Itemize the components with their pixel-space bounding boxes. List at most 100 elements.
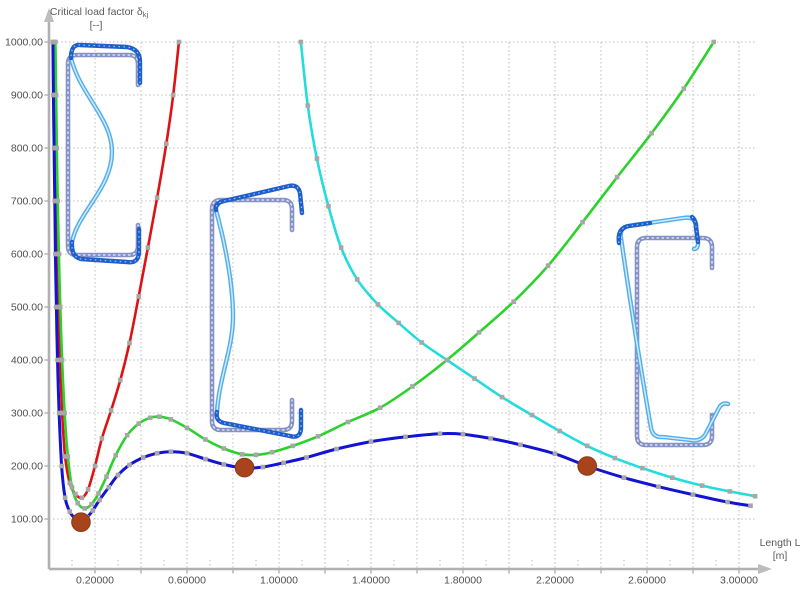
calculation-point-marker [79,495,85,501]
calculation-point-marker [164,141,169,147]
calculation-point-marker [157,414,162,420]
governing-minimum-dot[interactable] [577,456,598,476]
calculation-point-marker [115,472,121,478]
calculation-point-marker [621,475,627,480]
calculation-point-marker [699,483,705,488]
calculation-point-marker [419,340,424,345]
y-tick-label: 1000.00 [5,37,43,49]
calculation-point-marker [73,491,78,497]
calculation-point-marker [168,449,174,454]
calculation-point-marker [51,145,57,151]
calculation-point-marker [368,439,374,444]
calculation-point-marker [97,497,102,503]
calculation-point-marker [184,450,190,456]
x-tick-label: 3.00000 [720,575,758,587]
governing-minimum-dot[interactable] [71,512,91,532]
calculation-point-marker [67,480,72,486]
calculation-point-marker [499,394,505,400]
calculation-point-marker [748,503,753,509]
x-tick-label: 1.40000 [352,575,390,587]
calculation-point-marker [334,446,339,452]
calculation-point-marker [136,294,141,299]
calculation-point-marker [290,443,296,449]
y-tick-label: 200.00 [11,461,43,473]
y-tick-label: 500.00 [11,302,43,314]
calculation-point-marker [269,449,275,455]
y-tick-label: 900.00 [11,90,43,102]
x-axis-arrow-icon [758,564,772,574]
calculation-point-marker [52,198,58,204]
calculation-point-marker [727,489,733,494]
calculation-point-marker [168,417,174,422]
calculation-point-marker [221,446,227,451]
calculation-point-marker [67,509,72,514]
calculation-point-marker [89,501,94,507]
calculation-point-marker [55,198,61,204]
distortional-buckling-cross-section [209,183,305,439]
grid [49,41,756,569]
calculation-point-marker [253,452,259,458]
calculation-point-marker [396,320,401,326]
calculation-point-marker [53,251,58,257]
calculation-point-marker [136,421,141,426]
calculation-point-marker [154,195,160,201]
calculation-point-marker [472,376,477,381]
calculation-point-marker [239,452,245,457]
x-tick-label: 1.80000 [444,575,482,587]
local-buckling-cross-section [65,42,143,265]
calculation-point-marker [147,415,153,421]
calculation-point-marker [104,474,109,479]
x-tick-label: 0.60000 [168,575,206,587]
calculation-point-marker [656,484,661,489]
calculation-point-marker [612,455,618,461]
calculation-point-marker [377,405,383,410]
calculation-point-marker [557,428,562,434]
x-tick-label: 2.60000 [628,575,666,587]
calculation-point-marker [529,412,535,418]
governing-minimum-dot[interactable] [234,457,255,478]
calculation-point-marker [85,487,91,492]
calculation-point-marker [59,463,64,469]
axes [44,8,772,574]
calculation-point-marker [298,39,304,45]
calculation-point-marker [752,493,758,499]
calculation-point-marker [62,454,68,459]
calculation-point-marker [53,92,59,98]
x-tick-label: 1.00000 [260,575,298,587]
calculation-point-marker [584,443,590,449]
calculation-point-marker [649,130,654,136]
calculation-point-marker [56,251,62,257]
calculation-point-marker [338,245,344,250]
calculation-point-marker [51,92,56,98]
calculation-point-marker [75,500,81,506]
local-buckling-curve[interactable] [52,40,181,500]
calculation-point-marker [437,431,443,436]
calculation-point-marker [403,434,408,440]
calculation-point-marker [314,156,320,161]
calculation-point-marker [326,204,331,209]
calculation-point-marker [96,491,101,496]
governing-minimum-curve[interactable] [51,40,752,523]
calculation-point-marker [127,462,132,468]
calculation-point-marker [55,357,60,363]
calculation-point-marker [69,484,75,490]
x-axis-unit: [m] [773,550,788,562]
calculation-point-marker [154,450,160,456]
calculation-point-marker [203,437,208,442]
calculation-point-marker [488,436,493,441]
global-buckling-curve[interactable] [299,40,757,498]
calculation-point-marker [518,442,523,448]
calculation-point-marker [62,495,68,501]
global-buckling-cross-section [616,214,731,448]
x-tick-label: 2.20000 [536,575,574,587]
calculation-point-marker [54,304,59,310]
calculation-point-marker [345,419,351,425]
y-tick-label: 100.00 [11,514,43,526]
calculation-point-marker [305,103,311,108]
calculation-point-marker [124,432,130,438]
calculation-point-marker [260,464,266,470]
calculation-point-marker [108,408,114,413]
calculation-point-marker [304,455,309,460]
y-tick-label: 400.00 [11,355,43,367]
